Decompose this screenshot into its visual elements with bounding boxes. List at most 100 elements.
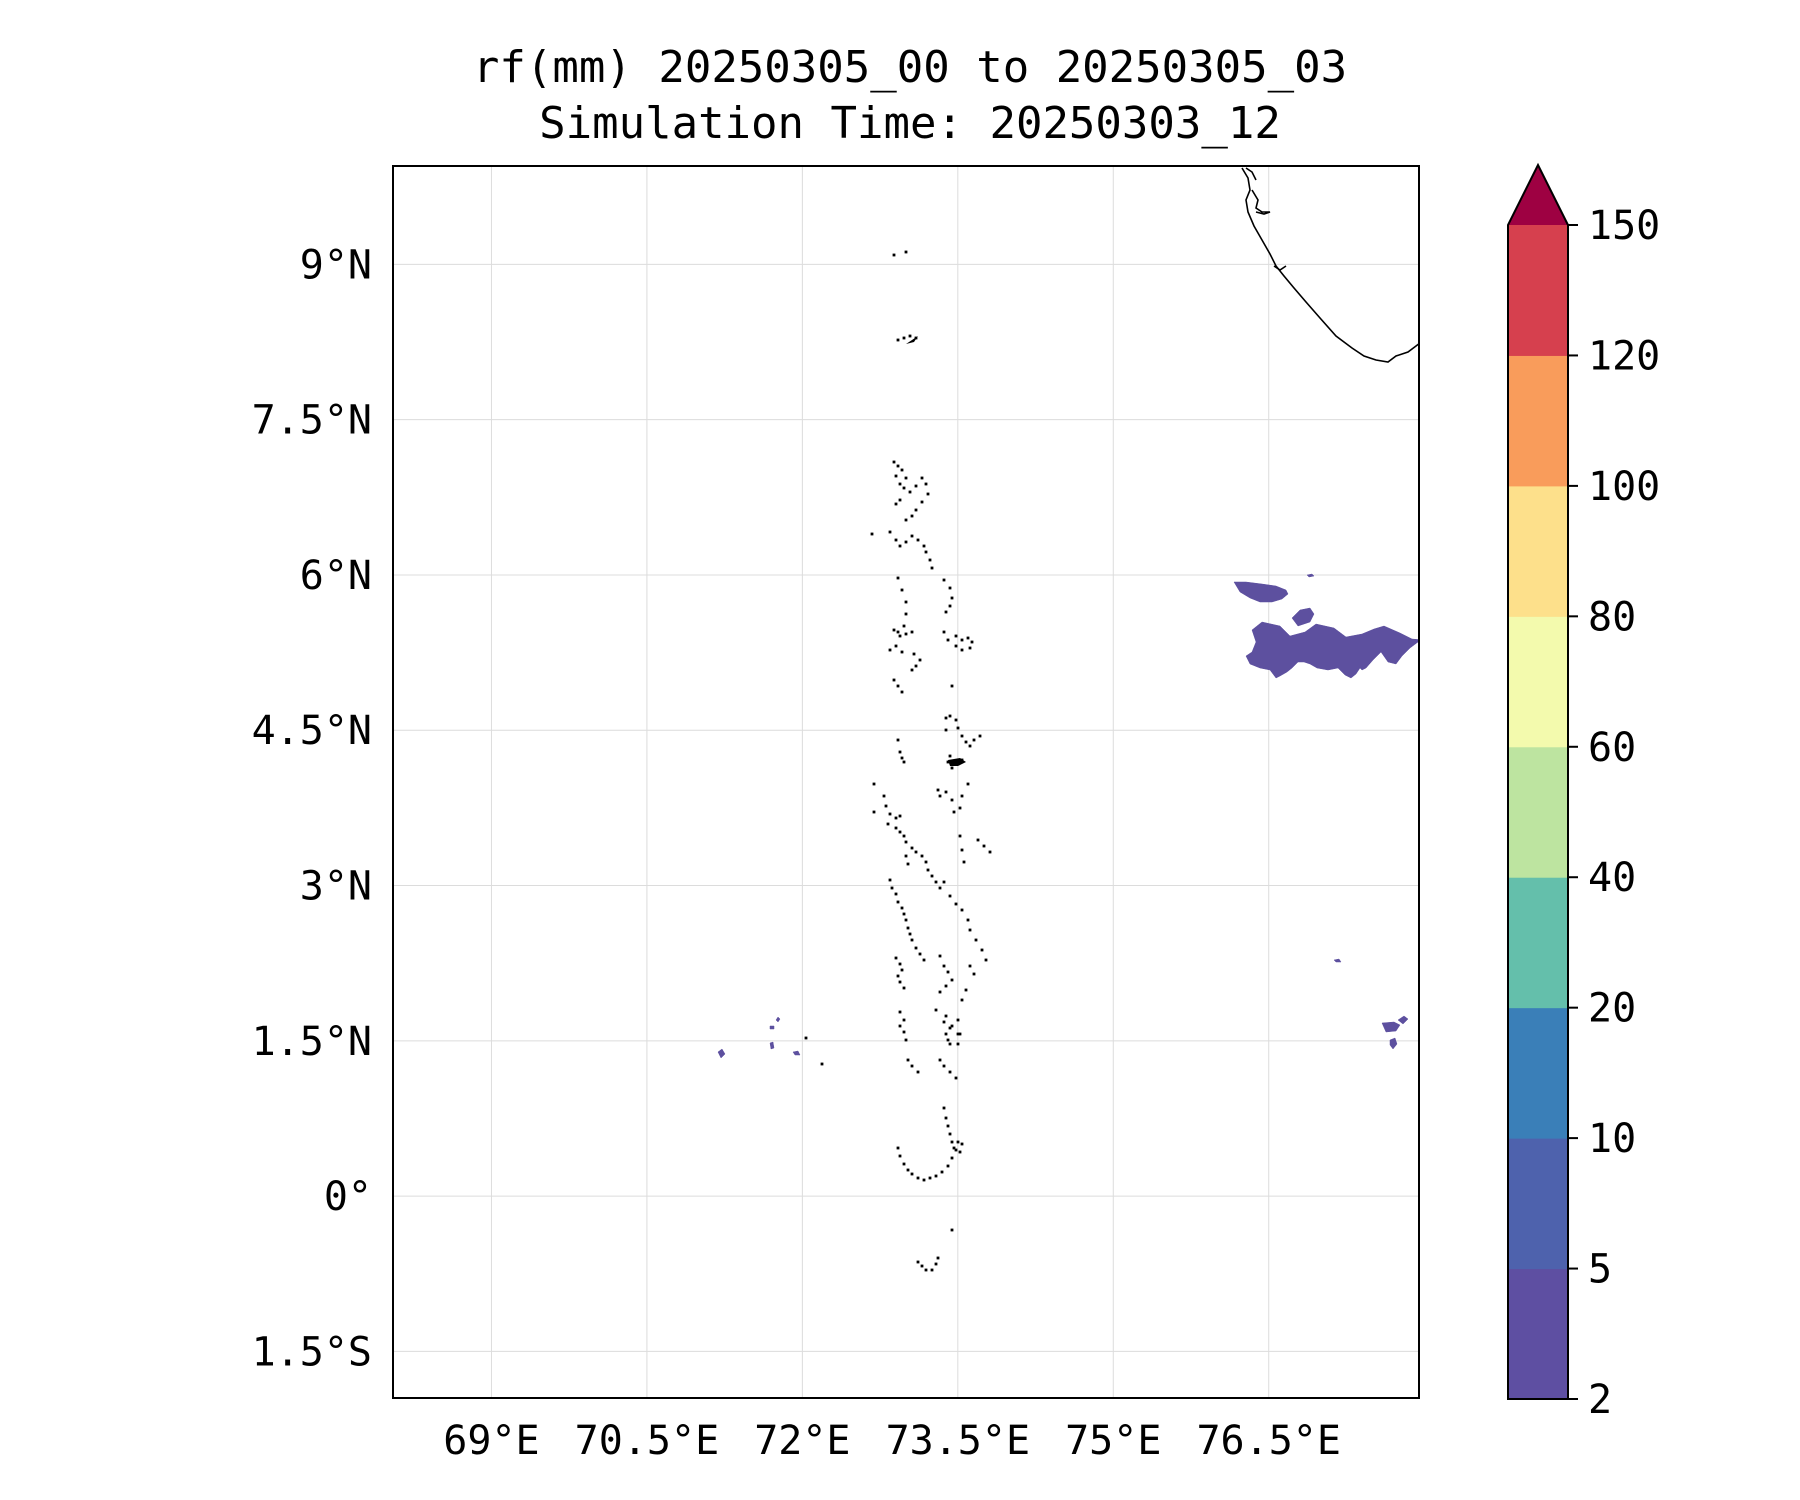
colorbar-segment bbox=[1508, 746, 1568, 878]
rainfall-area-w-2 bbox=[769, 1041, 775, 1050]
island-dot bbox=[908, 334, 912, 338]
island-dot bbox=[966, 636, 970, 640]
island-dot bbox=[960, 638, 964, 642]
island-dot bbox=[924, 860, 928, 864]
map-title-line2: Simulation Time: 20250303_12 bbox=[539, 98, 1281, 149]
island-dot bbox=[946, 1038, 950, 1042]
island-dot bbox=[956, 726, 960, 730]
rainfall-area-w-1 bbox=[717, 1048, 726, 1059]
island-dot bbox=[946, 1164, 950, 1168]
island-dot bbox=[950, 1024, 954, 1028]
island-dot bbox=[958, 806, 962, 810]
island-dot bbox=[966, 918, 970, 922]
island-dot bbox=[938, 954, 942, 958]
island-dot bbox=[902, 1030, 906, 1034]
lat-tick-label: 0° bbox=[324, 1174, 372, 1220]
island-dot bbox=[938, 794, 942, 798]
island-dot bbox=[954, 902, 958, 906]
island-dot bbox=[906, 862, 910, 866]
island-dot bbox=[944, 1116, 948, 1120]
map-frame bbox=[392, 165, 1420, 1399]
colorbar-tick-label: 80 bbox=[1588, 594, 1636, 640]
longitude-labels: 69°E 70.5°E 72°E 73.5°E 75°E 76.5°E bbox=[443, 1418, 1341, 1464]
male-atoll-island bbox=[948, 758, 966, 766]
island-dot bbox=[920, 500, 924, 504]
island-dot bbox=[916, 1176, 920, 1180]
island-dot bbox=[950, 798, 954, 802]
island-dot bbox=[820, 1062, 824, 1066]
island-dot bbox=[898, 814, 902, 818]
island-dot bbox=[904, 612, 908, 616]
island-dot bbox=[960, 794, 964, 798]
island-dot bbox=[926, 492, 930, 496]
island-dot bbox=[804, 1036, 808, 1040]
rainfall-area-w-4 bbox=[775, 1016, 781, 1023]
island-dot bbox=[900, 756, 904, 760]
colorbar-tick-label: 2 bbox=[1588, 1377, 1612, 1423]
island-dot bbox=[942, 630, 946, 634]
colorbar-tick-label: 5 bbox=[1588, 1247, 1612, 1293]
island-dot bbox=[898, 1154, 902, 1158]
colorbar-segment bbox=[1508, 1007, 1568, 1139]
island-dot bbox=[898, 750, 902, 754]
island-dot bbox=[898, 634, 902, 638]
island-dot bbox=[934, 1008, 938, 1012]
island-dot bbox=[954, 1076, 958, 1080]
island-dot bbox=[940, 1170, 944, 1174]
island-dot bbox=[872, 782, 876, 786]
colorbar-segment bbox=[1508, 1138, 1568, 1270]
island-dot bbox=[960, 734, 964, 738]
island-dot bbox=[896, 630, 900, 634]
island-dot bbox=[974, 938, 978, 942]
island-dot bbox=[898, 1010, 902, 1014]
colorbar-tick-label: 100 bbox=[1588, 464, 1660, 510]
island-dot bbox=[910, 1172, 914, 1176]
island-dot bbox=[900, 690, 904, 694]
island-dot bbox=[980, 948, 984, 952]
island-dot bbox=[968, 928, 972, 932]
colorbar-tick-label: 60 bbox=[1588, 725, 1636, 771]
island-dot bbox=[900, 650, 904, 654]
island-dot bbox=[924, 482, 928, 486]
island-dot bbox=[936, 1256, 940, 1260]
colorbar-tick-label: 150 bbox=[1588, 203, 1660, 249]
india-coast-detail-1 bbox=[1251, 189, 1271, 215]
island-dot bbox=[894, 474, 898, 478]
island-dot bbox=[952, 1146, 956, 1150]
island-dot bbox=[942, 1020, 946, 1024]
island-dot bbox=[896, 338, 900, 342]
island-dot bbox=[892, 460, 896, 464]
island-dot bbox=[960, 648, 964, 652]
colorbar-segment bbox=[1508, 225, 1568, 356]
island-dot bbox=[948, 754, 952, 758]
island-dot bbox=[910, 846, 914, 850]
island-dot bbox=[914, 850, 918, 854]
island-dot bbox=[960, 1142, 964, 1146]
island-dot bbox=[890, 886, 894, 890]
island-dot bbox=[968, 646, 972, 650]
island-dot bbox=[894, 892, 898, 896]
island-dot bbox=[928, 558, 932, 562]
island-dot bbox=[958, 834, 962, 838]
island-dot bbox=[972, 738, 976, 742]
island-dot bbox=[946, 760, 950, 764]
island-dot bbox=[956, 1032, 960, 1036]
map-title-line1: rf(mm) 20250305_00 to 20250305_03 bbox=[473, 42, 1347, 93]
island-dot bbox=[960, 998, 964, 1002]
island-dot bbox=[948, 1042, 952, 1046]
island-dot bbox=[936, 788, 940, 792]
island-dot bbox=[906, 1058, 910, 1062]
island-dot bbox=[902, 986, 906, 990]
colorbar-tick-label: 40 bbox=[1588, 855, 1636, 901]
lon-tick-label: 69°E bbox=[443, 1418, 539, 1464]
island-dot bbox=[888, 878, 892, 882]
rainfall-area-se-1 bbox=[1381, 1021, 1401, 1033]
island-dot bbox=[942, 1064, 946, 1068]
island-dot bbox=[898, 498, 902, 502]
island-dot bbox=[944, 610, 948, 614]
island-dot bbox=[934, 1262, 938, 1266]
island-dot bbox=[904, 840, 908, 844]
island-dot bbox=[944, 984, 948, 988]
lon-tick-label: 75°E bbox=[1065, 1418, 1161, 1464]
island-dot bbox=[954, 718, 958, 722]
